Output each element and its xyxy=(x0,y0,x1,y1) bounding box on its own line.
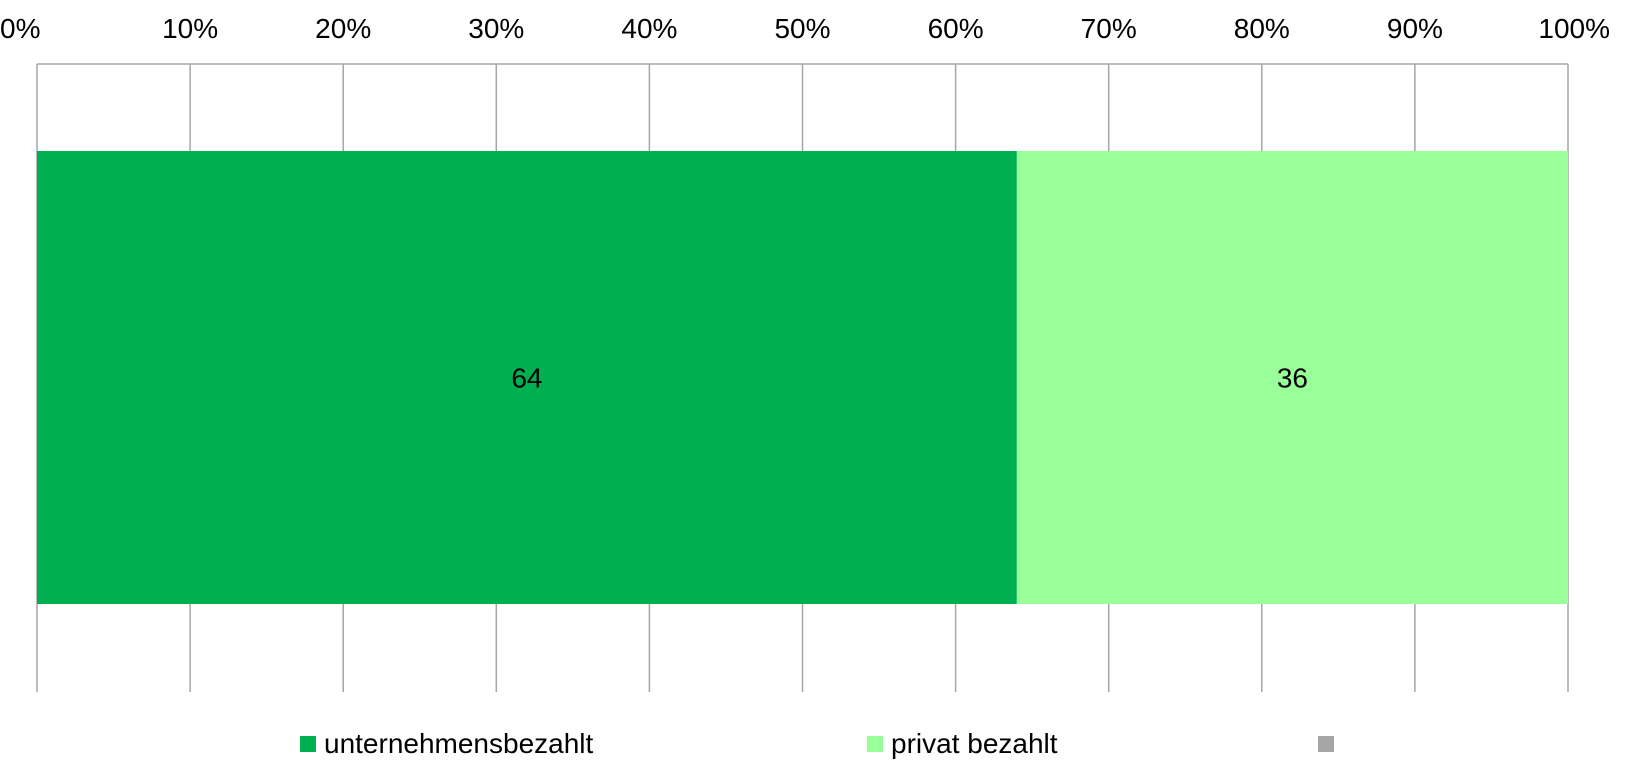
bar-segment xyxy=(37,151,1017,604)
x-tick-label: 30% xyxy=(468,13,524,44)
legend-swatch xyxy=(867,736,883,752)
x-tick-label: 90% xyxy=(1387,13,1443,44)
legend-label: unternehmensbezahlt xyxy=(324,728,594,759)
bar-segment xyxy=(1016,151,1568,604)
x-tick-label: 20% xyxy=(315,13,371,44)
legend-swatch xyxy=(300,736,316,752)
data-label: 64 xyxy=(511,363,542,394)
chart-plot-area: 0% 10% 20% 30% 40% 50% 60% 70% 80% 90% 100% 64 36 xyxy=(0,13,1610,692)
x-tick-label: 10% xyxy=(162,13,218,44)
data-label: 36 xyxy=(1277,363,1308,394)
x-tick-label: 100% xyxy=(1538,13,1610,44)
chart-legend: unternehmensbezahlt privat bezahlt xyxy=(0,728,1627,764)
legend-label: privat bezahlt xyxy=(891,728,1058,759)
legend-item-unternehmensbezahlt: unternehmensbezahlt xyxy=(300,728,593,760)
legend-item-privat-bezahlt: privat bezahlt xyxy=(867,728,1058,760)
legend-swatch xyxy=(1318,736,1334,752)
x-tick-label: 60% xyxy=(928,13,984,44)
x-tick-label: 80% xyxy=(1234,13,1290,44)
x-tick-label: 50% xyxy=(774,13,830,44)
legend-item-unnamed xyxy=(1318,728,1342,760)
x-tick-label: 70% xyxy=(1081,13,1137,44)
x-tick-label: 0% xyxy=(0,13,40,44)
x-tick-label: 40% xyxy=(621,13,677,44)
